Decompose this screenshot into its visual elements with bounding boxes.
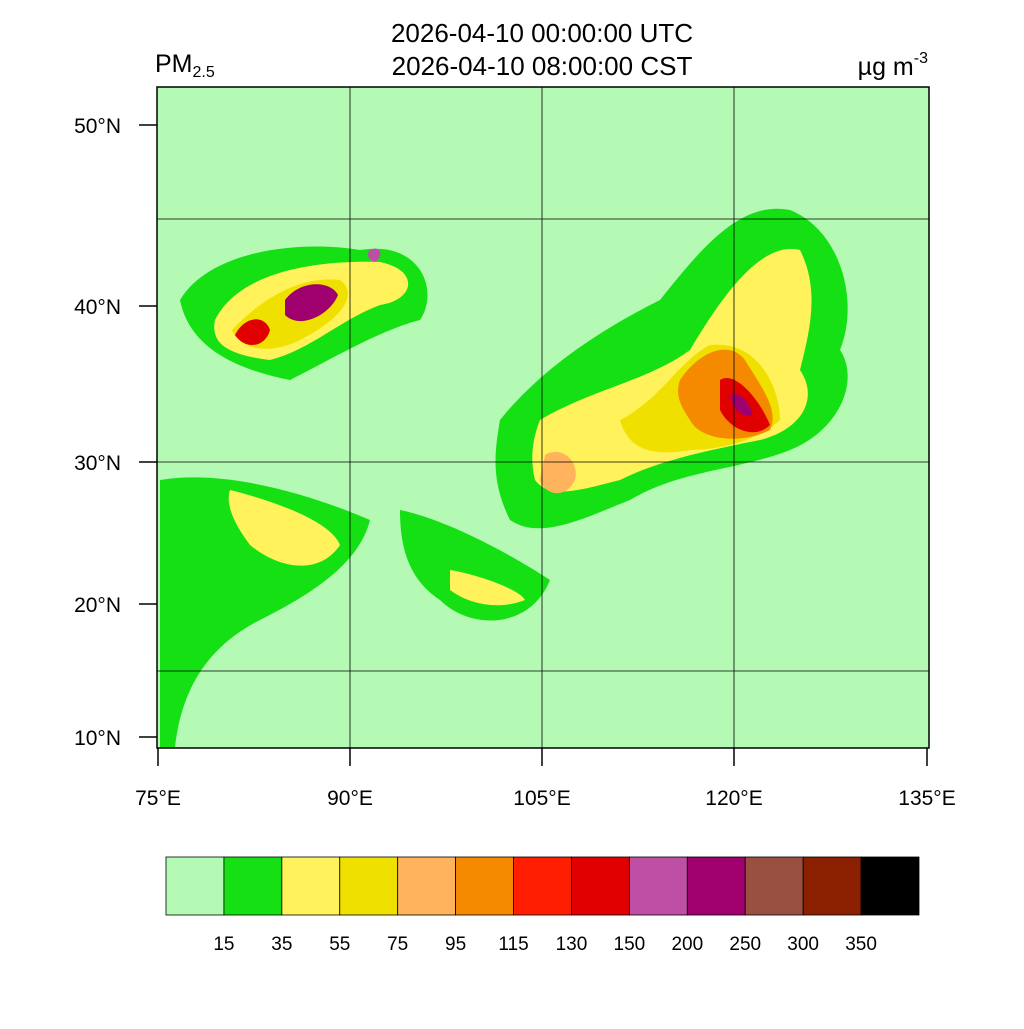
lat-label: 40°N (74, 296, 121, 319)
variable-name: PM (155, 50, 193, 78)
colorbar-label: 75 (387, 934, 408, 955)
title-line: 2026-04-10 08:00:00 CST (392, 51, 693, 81)
colorbar-label: 300 (787, 934, 819, 955)
colorbar-swatch (339, 856, 399, 916)
colorbar-label: 150 (614, 934, 646, 955)
colorbar-swatch (281, 856, 341, 916)
colorbar-label: 15 (213, 934, 234, 955)
map-area (139, 86, 930, 766)
lat-labels: 50°N 40°N 30°N 20°N 10°N (74, 115, 121, 750)
colorbar-swatch (686, 856, 746, 916)
colorbar-swatch (455, 856, 514, 916)
colorbar-swatch (860, 856, 920, 916)
lat-label: 50°N (74, 115, 121, 138)
axis-ticks (139, 124, 928, 766)
colorbar-swatch (165, 856, 225, 916)
lon-label: 135°E (898, 787, 955, 810)
lon-label: 105°E (513, 787, 570, 810)
colorbar-swatch (571, 856, 630, 916)
variable-label: PM2.5 (155, 50, 215, 81)
colorbar-swatch (223, 856, 283, 916)
colorbar-swatch (802, 856, 862, 916)
colorbar-label: 35 (271, 934, 292, 955)
colorbar-swatch (513, 856, 572, 916)
lon-label: 75°E (135, 787, 181, 810)
colorbar-label: 350 (845, 934, 877, 955)
units-superscript: -3 (914, 50, 928, 67)
variable-subscript: 2.5 (193, 64, 215, 81)
lat-label: 10°N (74, 727, 121, 750)
map-frame (156, 86, 930, 749)
colorbar-label: 200 (671, 934, 703, 955)
colorbar-swatch (397, 856, 457, 916)
graticule (157, 87, 929, 748)
colorbar-label: 95 (445, 934, 466, 955)
title-line: 2026-04-10 00:00:00 UTC (391, 18, 693, 48)
units-label: µg m-3 (858, 50, 928, 81)
lat-label: 20°N (74, 594, 121, 617)
concentration-field (160, 208, 848, 748)
lat-label: 30°N (74, 452, 121, 475)
colorbar-label: 250 (729, 934, 761, 955)
colorbar-label: 130 (556, 934, 588, 955)
colorbar-label: 55 (329, 934, 350, 955)
lon-labels: 75°E 90°E 105°E 120°E 135°E (135, 787, 956, 810)
units-base: µg m (858, 53, 914, 81)
colorbar: 15 35 55 75 95 115 130 150 200 250 300 350 (165, 856, 920, 955)
colorbar-swatch (744, 856, 804, 916)
lon-label: 90°E (327, 787, 373, 810)
colorbar-swatch (628, 856, 688, 916)
lon-label: 120°E (705, 787, 762, 810)
colorbar-label: 115 (498, 934, 528, 955)
